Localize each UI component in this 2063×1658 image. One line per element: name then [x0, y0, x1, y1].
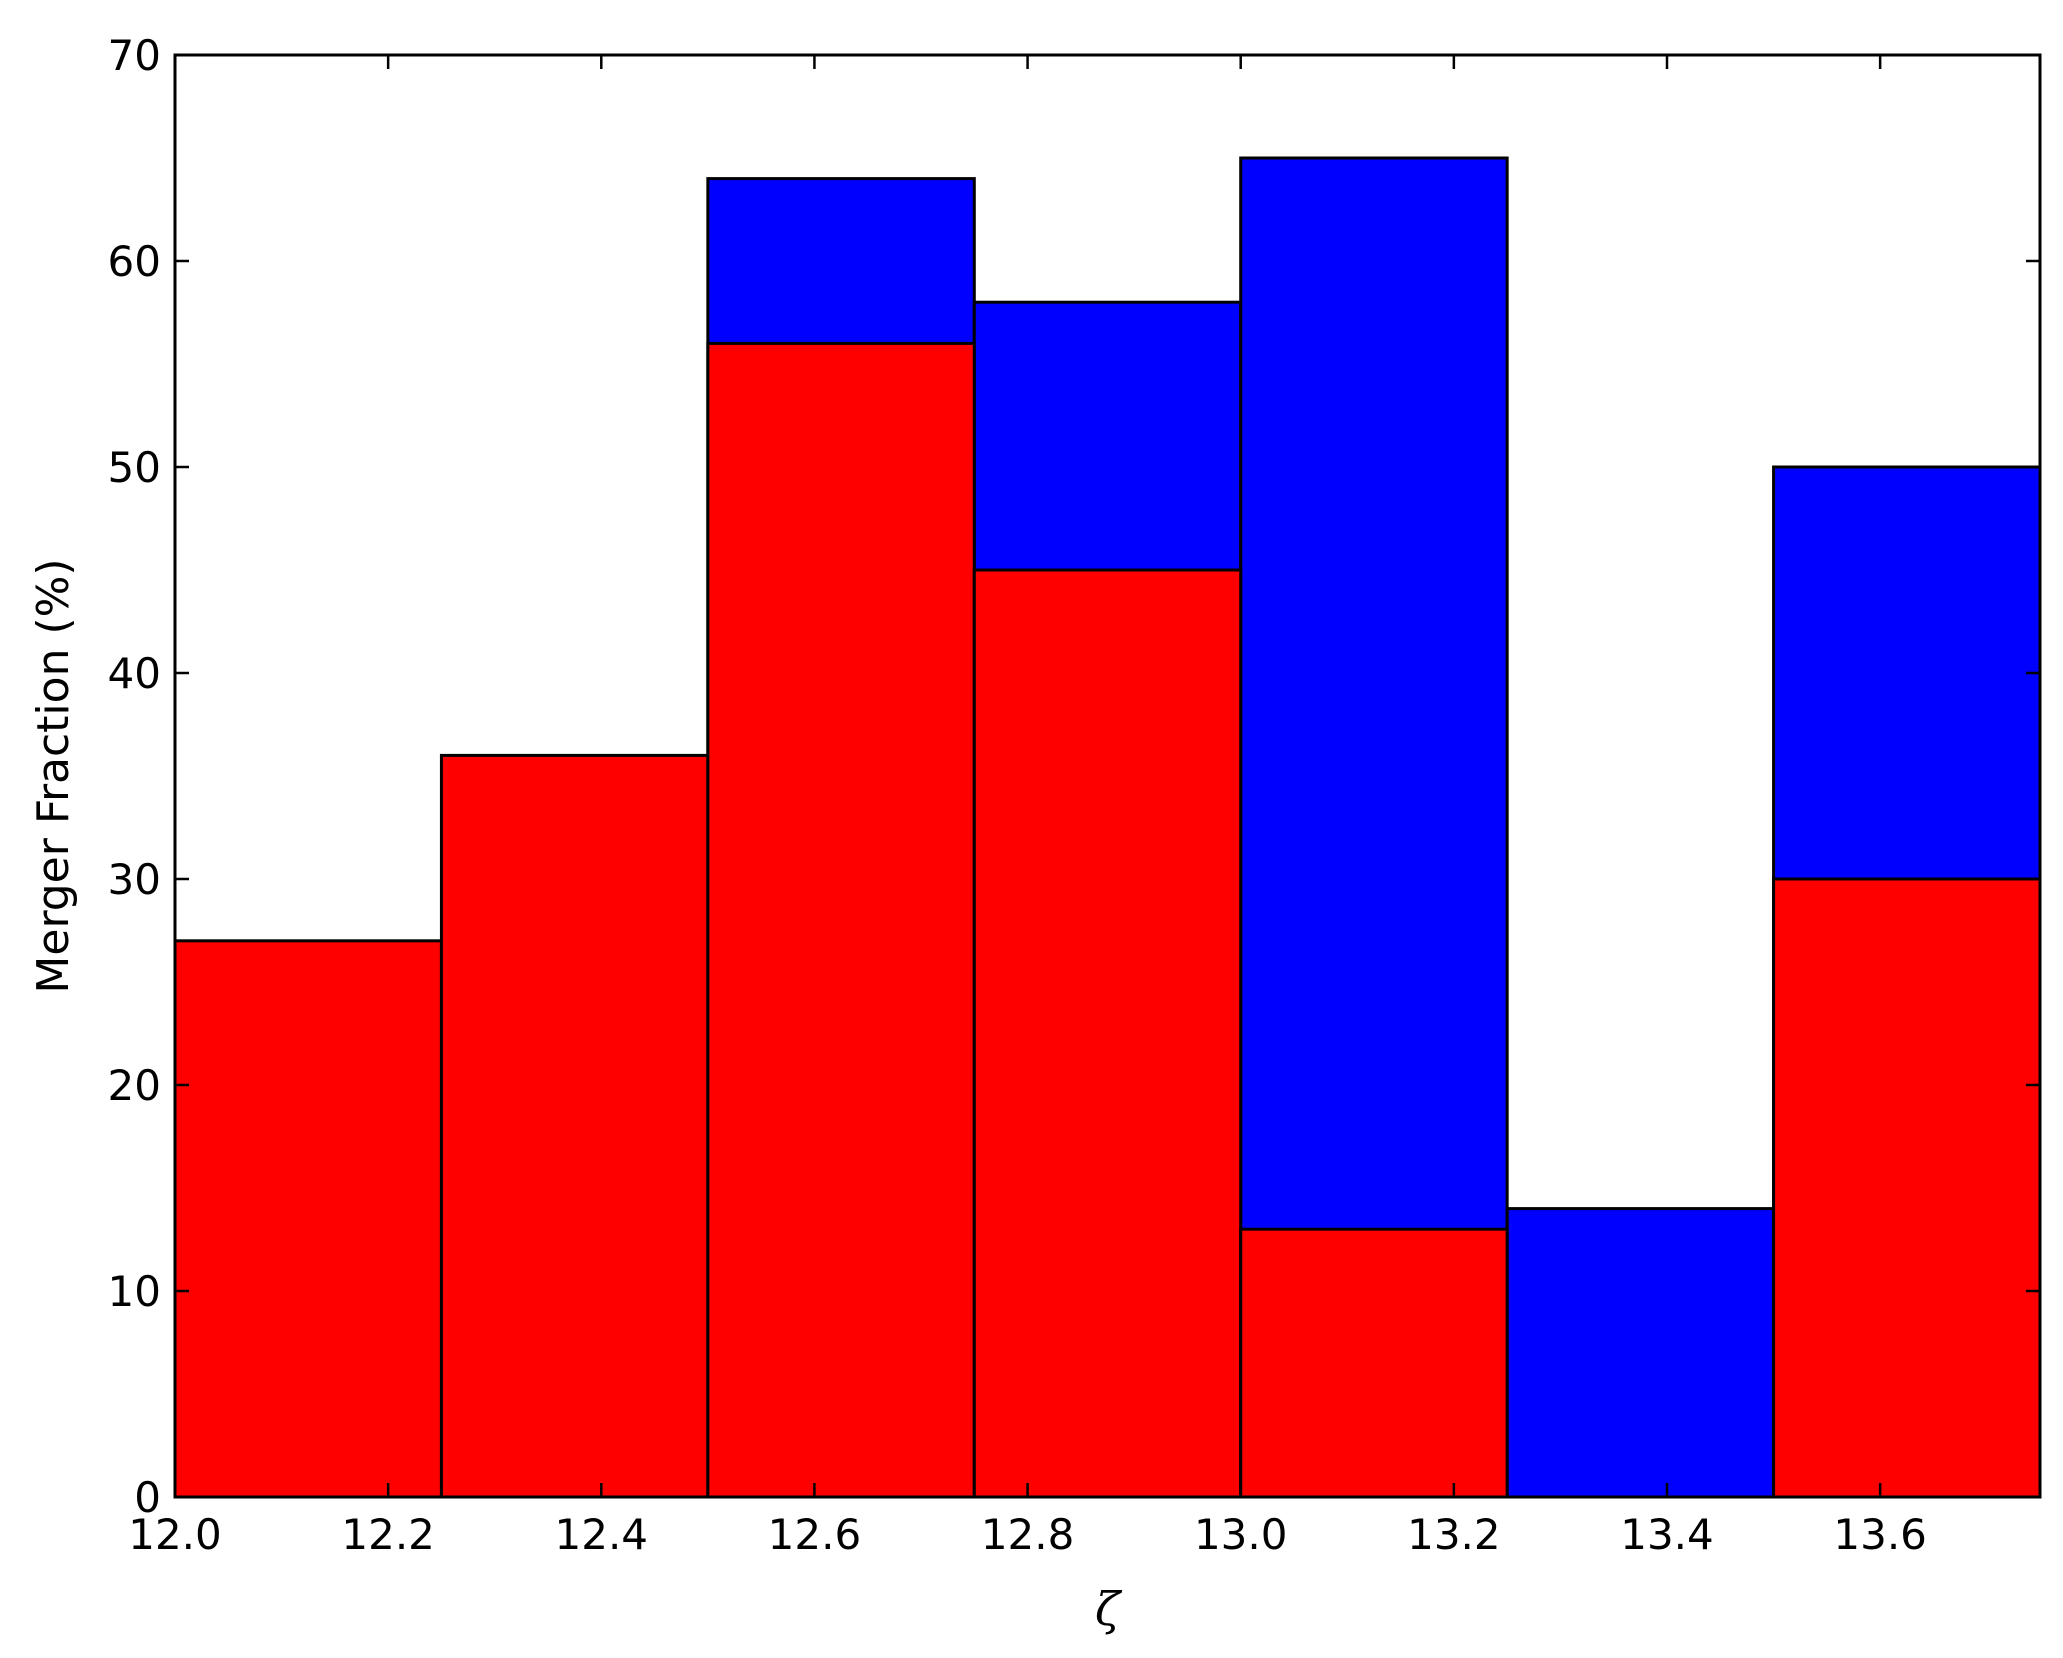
- bar-series2-bin1: [173, 939, 443, 1499]
- y-tick-label: 10: [108, 1267, 161, 1316]
- x-tick-label: 12.4: [555, 1510, 649, 1559]
- plot-frame: [173, 53, 2042, 1499]
- bar-series2-bin2: [439, 753, 710, 1499]
- x-tick-label: 12.0: [128, 1510, 222, 1559]
- y-tick-label: 20: [108, 1061, 161, 1110]
- tick-labels-layer: 12.0 12.2 12.4 12.6 12.8 13.0 13.2 13.4 13.6 0 10 2…: [108, 31, 1927, 1559]
- y-tick-label: 30: [108, 855, 161, 904]
- y-tick-label: 50: [108, 443, 161, 492]
- y-tick-label: 70: [108, 31, 161, 80]
- x-tick-label: 12.6: [768, 1510, 862, 1559]
- bar-series2-bin5: [1239, 1227, 1509, 1499]
- y-tick-label: 40: [108, 649, 161, 698]
- x-axis-label: ζ: [1095, 1582, 1123, 1636]
- y-tick-label: 60: [108, 237, 161, 286]
- x-tick-label: 13.0: [1194, 1510, 1288, 1559]
- bar-series1-bin6: [1505, 1207, 1776, 1499]
- bar-series2-bin3: [706, 341, 976, 1499]
- x-tick-label: 12.2: [341, 1510, 435, 1559]
- x-tick-label: 13.6: [1833, 1510, 1927, 1559]
- bar-series2-bin4: [972, 568, 1243, 1499]
- bar-series2-bin7: [1772, 877, 2042, 1499]
- x-tick-label: 13.2: [1407, 1510, 1501, 1559]
- y-tick-label: 0: [134, 1473, 161, 1522]
- bars-layer: [173, 156, 2042, 1499]
- y-axis-label: Merger Fraction (%): [28, 558, 79, 993]
- x-tick-label: 13.4: [1620, 1510, 1714, 1559]
- x-tick-label: 12.8: [981, 1510, 1075, 1559]
